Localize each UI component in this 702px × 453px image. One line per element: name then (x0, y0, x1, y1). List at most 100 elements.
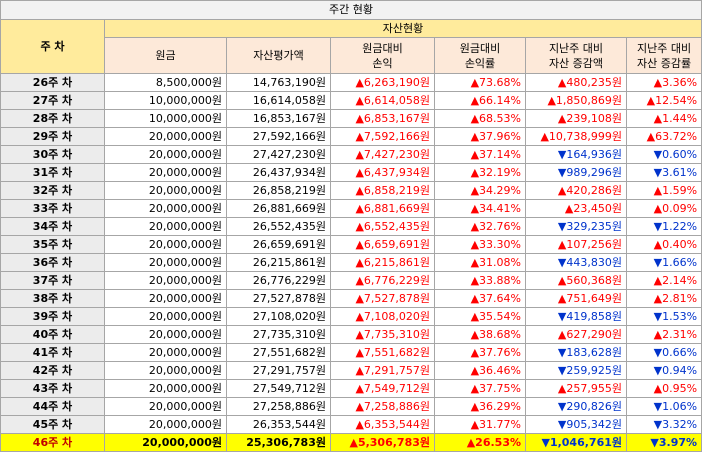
week-cell: 44주 차 (0, 397, 105, 416)
valuation-cell: 26,552,435원 (226, 217, 331, 236)
table-row: 39주 차 20,000,000원 27,108,020원 ▲7,108,020원 ▲3… (0, 307, 702, 326)
principal-cell: 20,000,000원 (104, 397, 227, 416)
week-cell: 39주 차 (0, 307, 105, 326)
weekly-change-cell: ▲627,290원 (525, 325, 627, 344)
week-cell: 42주 차 (0, 361, 105, 380)
valuation-cell: 26,776,229원 (226, 271, 331, 290)
principal-cell: 20,000,000원 (104, 289, 227, 308)
table-title: 주간 현황 (0, 0, 702, 20)
principal-cell: 20,000,000원 (104, 325, 227, 344)
weekly-change-cell: ▼329,235원 (525, 217, 627, 236)
profit-loss-cell: ▲7,427,230원 (330, 145, 435, 164)
weekly-change-cell: ▲257,955원 (525, 379, 627, 398)
week-cell: 43주 차 (0, 379, 105, 398)
profit-loss-cell: ▲6,858,219원 (330, 181, 435, 200)
header-weekly-change-rate: 지난주 대비 자산 증감률 (625, 37, 702, 74)
valuation-cell: 27,427,230원 (226, 145, 331, 164)
profit-loss-rate-cell: ▲31.08% (434, 253, 526, 272)
valuation-cell: 14,763,190원 (226, 73, 331, 92)
table-row: 37주 차 20,000,000원 26,776,229원 ▲6,776,229원 ▲3… (0, 271, 702, 290)
valuation-cell: 26,215,861원 (226, 253, 331, 272)
table-row: 30주 차 20,000,000원 27,427,230원 ▲7,427,230원 ▲3… (0, 145, 702, 164)
profit-loss-cell: ▲6,215,861원 (330, 253, 435, 272)
valuation-cell: 26,858,219원 (226, 181, 331, 200)
weekly-change-cell: ▼1,046,761원 (525, 433, 627, 452)
table-row: 34주 차 20,000,000원 26,552,435원 ▲6,552,435원 ▲3… (0, 217, 702, 236)
weekly-change-cell: ▲560,368원 (525, 271, 627, 290)
profit-loss-cell: ▲7,258,886원 (330, 397, 435, 416)
valuation-cell: 27,258,886원 (226, 397, 331, 416)
header-valuation: 자산평가액 (226, 37, 331, 74)
weekly-change-rate-cell: ▼3.32% (625, 415, 702, 434)
valuation-cell: 16,853,167원 (226, 109, 331, 128)
week-cell: 34주 차 (0, 217, 105, 236)
week-cell: 38주 차 (0, 289, 105, 308)
profit-loss-rate-cell: ▲37.14% (434, 145, 526, 164)
profit-loss-rate-cell: ▲36.29% (434, 397, 526, 416)
table-row: 45주 차 20,000,000원 26,353,544원 ▲6,353,544원 ▲3… (0, 415, 702, 434)
profit-loss-cell: ▲7,108,020원 (330, 307, 435, 326)
weekly-change-rate-cell: ▲63.72% (625, 127, 702, 146)
week-cell: 30주 차 (0, 145, 105, 164)
principal-cell: 20,000,000원 (104, 343, 227, 362)
weekly-change-cell: ▼164,936원 (525, 145, 627, 164)
profit-loss-cell: ▲7,549,712원 (330, 379, 435, 398)
profit-loss-rate-cell: ▲31.77% (434, 415, 526, 434)
weekly-change-cell: ▼443,830원 (525, 253, 627, 272)
header-profit-loss: 원금대비 손익 (330, 37, 435, 74)
weekly-change-rate-cell: ▼1.06% (625, 397, 702, 416)
profit-loss-cell: ▲7,527,878원 (330, 289, 435, 308)
week-cell: 29주 차 (0, 127, 105, 146)
principal-cell: 10,000,000원 (104, 109, 227, 128)
weekly-change-cell: ▲480,235원 (525, 73, 627, 92)
principal-cell: 20,000,000원 (104, 307, 227, 326)
valuation-cell: 16,614,058원 (226, 91, 331, 110)
weekly-change-cell: ▼290,826원 (525, 397, 627, 416)
weekly-change-rate-cell: ▼3.97% (625, 433, 702, 452)
weekly-change-rate-cell: ▲2.31% (625, 325, 702, 344)
table-row: 32주 차 20,000,000원 26,858,219원 ▲6,858,219원 ▲3… (0, 181, 702, 200)
week-cell: 36주 차 (0, 253, 105, 272)
principal-cell: 20,000,000원 (104, 199, 227, 218)
header-weekly-change: 지난주 대비 자산 증감액 (525, 37, 627, 74)
weekly-change-cell: ▼989,296원 (525, 163, 627, 182)
valuation-cell: 27,592,166원 (226, 127, 331, 146)
profit-loss-cell: ▲7,735,310원 (330, 325, 435, 344)
weekly-change-cell: ▲239,108원 (525, 109, 627, 128)
weekly-change-rate-cell: ▼3.61% (625, 163, 702, 182)
weekly-change-rate-cell: ▼1.22% (625, 217, 702, 236)
profit-loss-cell: ▲6,552,435원 (330, 217, 435, 236)
week-cell: 35주 차 (0, 235, 105, 254)
table-row: 29주 차 20,000,000원 27,592,166원 ▲7,592,166원 ▲3… (0, 127, 702, 146)
header-week: 주 차 (0, 19, 105, 74)
weekly-change-cell: ▲751,649원 (525, 289, 627, 308)
principal-cell: 20,000,000원 (104, 235, 227, 254)
header-asset-status: 자산현황 (103, 19, 702, 38)
weekly-change-rate-cell: ▲1.59% (625, 181, 702, 200)
table-row: 46주 차 20,000,000원 25,306,783원 ▲5,306,783원 ▲2… (0, 433, 702, 452)
weekly-change-rate-cell: ▲0.95% (625, 379, 702, 398)
profit-loss-cell: ▲5,306,783원 (330, 433, 435, 452)
profit-loss-cell: ▲6,263,190원 (330, 73, 435, 92)
profit-loss-cell: ▲7,551,682원 (330, 343, 435, 362)
principal-cell: 8,500,000원 (104, 73, 227, 92)
principal-cell: 20,000,000원 (104, 271, 227, 290)
profit-loss-rate-cell: ▲37.76% (434, 343, 526, 362)
weekly-change-rate-cell: ▼0.94% (625, 361, 702, 380)
principal-cell: 20,000,000원 (104, 361, 227, 380)
profit-loss-rate-cell: ▲38.68% (434, 325, 526, 344)
week-cell: 45주 차 (0, 415, 105, 434)
weekly-change-rate-cell: ▲1.44% (625, 109, 702, 128)
weekly-change-rate-cell: ▲12.54% (625, 91, 702, 110)
weekly-change-cell: ▲420,286원 (525, 181, 627, 200)
table-row: 42주 차 20,000,000원 27,291,757원 ▲7,291,757원 ▲3… (0, 361, 702, 380)
weekly-change-rate-cell: ▲3.36% (625, 73, 702, 92)
valuation-cell: 27,549,712원 (226, 379, 331, 398)
valuation-cell: 27,291,757원 (226, 361, 331, 380)
header-profit-loss-rate: 원금대비 손익률 (434, 37, 526, 74)
week-cell: 40주 차 (0, 325, 105, 344)
week-cell: 33주 차 (0, 199, 105, 218)
profit-loss-rate-cell: ▲73.68% (434, 73, 526, 92)
table-row: 31주 차 20,000,000원 26,437,934원 ▲6,437,934원 ▲3… (0, 163, 702, 182)
